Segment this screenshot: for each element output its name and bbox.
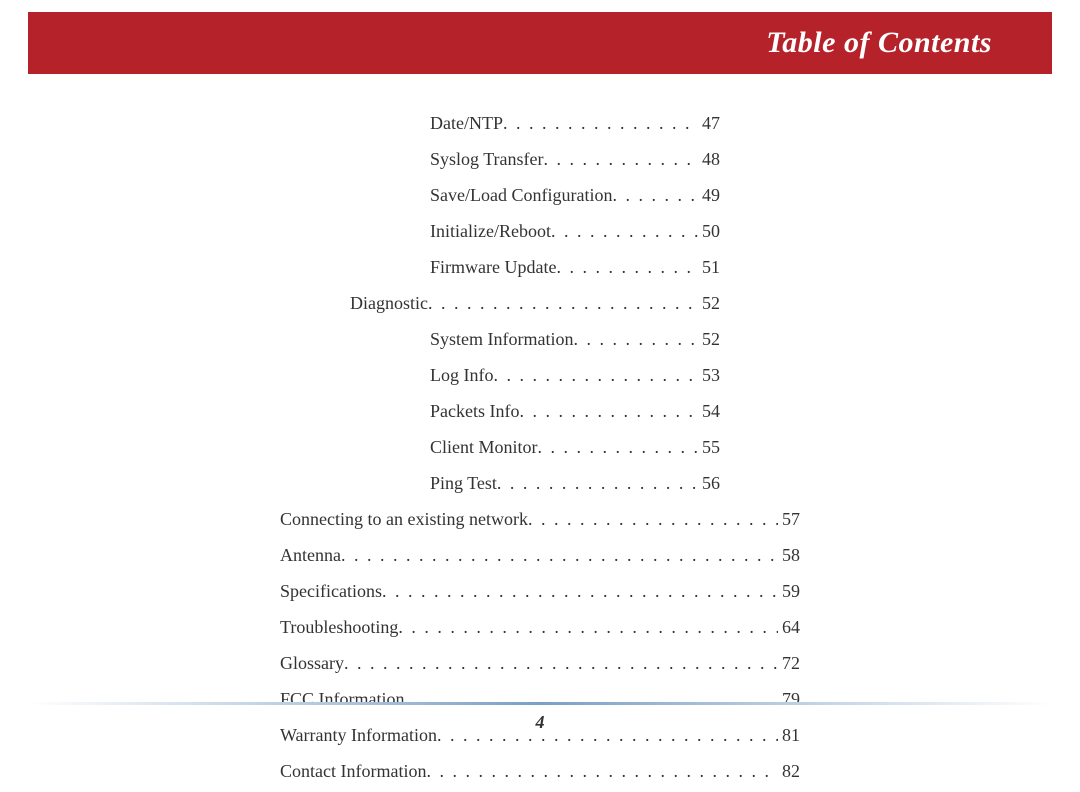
toc-label: Syslog Transfer bbox=[430, 144, 544, 174]
page-number: 4 bbox=[0, 712, 1080, 733]
toc-label: Log Info bbox=[430, 360, 493, 390]
toc-page-number: 52 bbox=[698, 324, 720, 354]
toc-entry: Log Info 53 bbox=[280, 360, 800, 390]
page-title: Table of Contents bbox=[766, 26, 992, 60]
toc-page-number: 49 bbox=[698, 180, 720, 210]
toc-leader-dots bbox=[497, 468, 698, 498]
toc-page-number: 57 bbox=[778, 504, 800, 534]
toc-page-number: 52 bbox=[698, 288, 720, 318]
footer-rule bbox=[28, 702, 1052, 705]
toc-leader-dots bbox=[556, 252, 698, 282]
toc-page-number: 51 bbox=[698, 252, 720, 282]
toc-entry: Client Monitor 55 bbox=[280, 432, 800, 462]
toc-entry: Initialize/Reboot 50 bbox=[280, 216, 800, 246]
toc-label: Troubleshooting bbox=[280, 612, 398, 642]
toc-entry: Packets Info 54 bbox=[280, 396, 800, 426]
toc-page-number: 59 bbox=[778, 576, 800, 606]
toc-label: Save/Load Configuration bbox=[430, 180, 612, 210]
toc-leader-dots bbox=[538, 432, 699, 462]
toc-label: Initialize/Reboot bbox=[430, 216, 551, 246]
toc-leader-dots bbox=[382, 576, 778, 606]
toc-label: Contact Information bbox=[280, 756, 426, 786]
toc-leader-dots bbox=[573, 324, 698, 354]
toc-entry: Troubleshooting 64 bbox=[280, 612, 800, 642]
toc-leader-dots bbox=[398, 612, 778, 642]
toc-page-number: 48 bbox=[698, 144, 720, 174]
toc-leader-dots bbox=[528, 504, 778, 534]
toc-leader-dots bbox=[544, 144, 698, 174]
toc-label: Diagnostic bbox=[350, 288, 428, 318]
toc-entry: Specifications 59 bbox=[280, 576, 800, 606]
toc-page-number: 50 bbox=[698, 216, 720, 246]
toc-leader-dots bbox=[551, 216, 698, 246]
toc-body: Date/NTP 47 Syslog Transfer 48 Save/Load Con… bbox=[280, 108, 800, 792]
toc-page-number: 64 bbox=[778, 612, 800, 642]
toc-leader-dots bbox=[426, 756, 778, 786]
toc-entry: System Information 52 bbox=[280, 324, 800, 354]
toc-entry: Save/Load Configuration 49 bbox=[280, 180, 800, 210]
toc-page-number: 54 bbox=[698, 396, 720, 426]
toc-label: Connecting to an existing network bbox=[280, 504, 528, 534]
toc-leader-dots bbox=[341, 540, 778, 570]
toc-page-number: 56 bbox=[698, 468, 720, 498]
toc-entry: Glossary 72 bbox=[280, 648, 800, 678]
toc-entry: Firmware Update 51 bbox=[280, 252, 800, 282]
toc-page-number: 47 bbox=[698, 108, 720, 138]
toc-page-number: 79 bbox=[778, 684, 800, 714]
toc-entry: Connecting to an existing network 57 bbox=[280, 504, 800, 534]
page: Table of Contents Date/NTP 47 Syslog Trans… bbox=[0, 0, 1080, 747]
toc-leader-dots bbox=[428, 288, 698, 318]
toc-leader-dots bbox=[503, 108, 698, 138]
toc-page-number: 82 bbox=[778, 756, 800, 786]
toc-label: Glossary bbox=[280, 648, 344, 678]
header-band: Table of Contents bbox=[28, 12, 1052, 74]
toc-page-number: 58 bbox=[778, 540, 800, 570]
toc-entry: Antenna 58 bbox=[280, 540, 800, 570]
toc-leader-dots bbox=[493, 360, 698, 390]
toc-page-number: 72 bbox=[778, 648, 800, 678]
toc-label: Antenna bbox=[280, 540, 341, 570]
toc-label: Client Monitor bbox=[430, 432, 538, 462]
toc-page-number: 53 bbox=[698, 360, 720, 390]
toc-label: Ping Test bbox=[430, 468, 497, 498]
toc-leader-dots bbox=[405, 684, 779, 714]
toc-label: System Information bbox=[430, 324, 573, 354]
toc-leader-dots bbox=[612, 180, 698, 210]
toc-label: Date/NTP bbox=[430, 108, 503, 138]
toc-label: Specifications bbox=[280, 576, 382, 606]
toc-entry: FCC Information 79 bbox=[280, 684, 800, 714]
toc-entry: Syslog Transfer 48 bbox=[280, 144, 800, 174]
toc-label: Packets Info bbox=[430, 396, 519, 426]
toc-label: Firmware Update bbox=[430, 252, 556, 282]
toc-leader-dots bbox=[344, 648, 778, 678]
toc-entry: Diagnostic 52 bbox=[280, 288, 800, 318]
toc-label: FCC Information bbox=[280, 684, 405, 714]
toc-entry: Ping Test 56 bbox=[280, 468, 800, 498]
toc-leader-dots bbox=[519, 396, 698, 426]
toc-page-number: 55 bbox=[698, 432, 720, 462]
toc-entry: Date/NTP 47 bbox=[280, 108, 800, 138]
toc-entry: Contact Information 82 bbox=[280, 756, 800, 786]
